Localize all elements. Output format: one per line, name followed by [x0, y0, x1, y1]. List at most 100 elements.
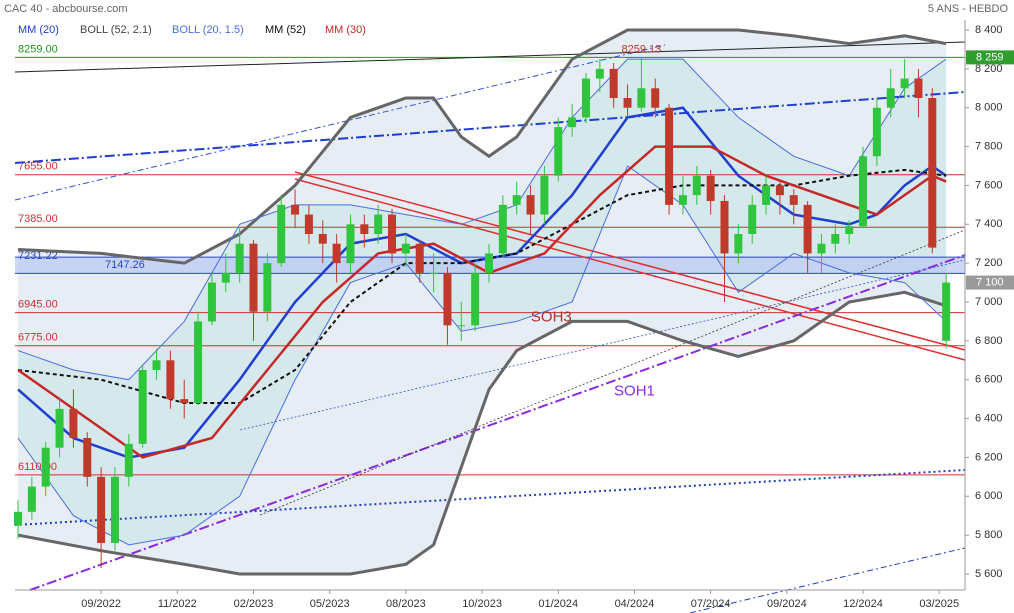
trend-line — [689, 547, 966, 613]
candle-body — [665, 107, 674, 205]
x-tick-label: 08/2023 — [386, 598, 426, 610]
candle-body — [374, 214, 383, 234]
candle-body — [124, 443, 133, 477]
price-tag-label: 7 100 — [976, 276, 1004, 288]
trend-line — [294, 178, 966, 361]
candle-body — [291, 204, 300, 215]
candle-body — [27, 486, 36, 512]
candle-body — [831, 234, 840, 244]
candle-body — [277, 204, 286, 264]
y-tick-label: 5 600 — [975, 568, 1003, 580]
candle-body — [346, 224, 355, 264]
y-tick-label: 6 400 — [975, 412, 1003, 424]
price-tag — [966, 50, 1014, 65]
x-tick-label: 01/2024 — [538, 598, 578, 610]
level-label: 7655.00 — [18, 161, 58, 173]
candle-body — [415, 243, 424, 273]
y-tick-label: 6 800 — [975, 335, 1003, 347]
candle-body — [263, 263, 272, 312]
candle-body — [180, 399, 189, 404]
x-tick-label: 04/2024 — [615, 598, 655, 610]
candle-body — [845, 226, 854, 234]
trend-line — [14, 44, 666, 201]
x-tick-label: 03/2025 — [919, 598, 959, 610]
candle-body — [69, 408, 78, 438]
band-lower — [17, 165, 947, 546]
candle-body — [692, 175, 701, 196]
candle-body — [221, 272, 230, 283]
price-tag — [966, 275, 1014, 290]
candle-body — [14, 511, 22, 526]
y-tick-label: 7 800 — [975, 140, 1003, 152]
plot: 5 600 5 800 6 000 6 200 6 400 6 600 6 800 7 000… — [14, 24, 1014, 610]
zone-label: 7231.22 — [18, 250, 58, 262]
candle-body — [581, 78, 590, 118]
candle-body — [900, 78, 909, 89]
candle-body — [332, 243, 341, 264]
candle-body — [194, 321, 203, 404]
y-tick-label: 7 000 — [975, 296, 1003, 308]
x-tick-label: 11/2022 — [158, 598, 197, 610]
candle-body — [540, 175, 549, 215]
candle-body — [97, 476, 106, 543]
candle-body — [235, 243, 244, 273]
candle-body — [360, 224, 369, 234]
band-lower — [17, 290, 947, 576]
candle-body — [110, 476, 119, 543]
legend-entry: MM (52) — [265, 24, 306, 36]
candle-body — [623, 98, 632, 108]
y-tick-label: 5 800 — [975, 529, 1003, 541]
candle-body — [775, 185, 784, 196]
legend-entry: MM (20) — [18, 24, 59, 36]
candle-body — [803, 204, 812, 254]
x-tick-label: 02/2023 — [234, 598, 274, 610]
candle-body — [928, 98, 937, 248]
y-tick-label: 6 000 — [975, 490, 1003, 502]
candle-body — [748, 204, 757, 234]
x-tick-label: 09/2022 — [81, 598, 121, 610]
level-label: 6945.00 — [18, 299, 58, 311]
candle-body — [914, 78, 923, 98]
candle-body — [55, 408, 64, 448]
x-tick-label: 09/2024 — [767, 598, 807, 610]
candle-body — [526, 195, 535, 215]
candle-body — [734, 234, 743, 254]
candle-body — [872, 107, 881, 157]
annotation: SOH3 — [531, 309, 572, 326]
y-tick-label: 7 400 — [975, 218, 1003, 230]
legend-entry: BOLL (52, 2.1) — [80, 24, 152, 36]
candle-body — [554, 127, 563, 176]
trend-line — [14, 91, 966, 164]
trend-line — [239, 259, 966, 431]
y-tick-label: 8 400 — [975, 24, 1003, 36]
candle-body — [706, 175, 715, 201]
candle-body — [41, 447, 50, 487]
y-tick-label: 7 600 — [975, 179, 1003, 191]
candle-body — [762, 185, 771, 205]
candle-body — [138, 370, 147, 444]
candle-body — [443, 272, 452, 326]
y-tick-label: 7 200 — [975, 257, 1003, 269]
candle-body — [651, 88, 660, 108]
band-upper — [17, 58, 947, 381]
candle-body — [568, 117, 577, 128]
chart-subtitle: 5 ANS - HEBDO — [928, 3, 1009, 15]
trend-line — [14, 469, 966, 526]
candle-body — [318, 234, 327, 244]
candle-body — [166, 360, 175, 400]
candle-body — [637, 88, 646, 108]
moving-average — [17, 168, 947, 405]
y-tick-label: 8 000 — [975, 102, 1003, 114]
candle-body — [817, 243, 826, 254]
candle-body — [304, 214, 313, 234]
candle-body — [595, 68, 604, 79]
trend-line — [259, 229, 966, 516]
candle-body — [207, 282, 216, 322]
legend-entry: BOLL (20, 1.5) — [172, 24, 244, 36]
level-label: 6775.00 — [18, 332, 58, 344]
y-tick-label: 6 600 — [975, 374, 1003, 386]
candle-body — [720, 200, 729, 254]
y-tick-label: 6 200 — [975, 451, 1003, 463]
level-label: 8259.00 — [18, 43, 58, 55]
